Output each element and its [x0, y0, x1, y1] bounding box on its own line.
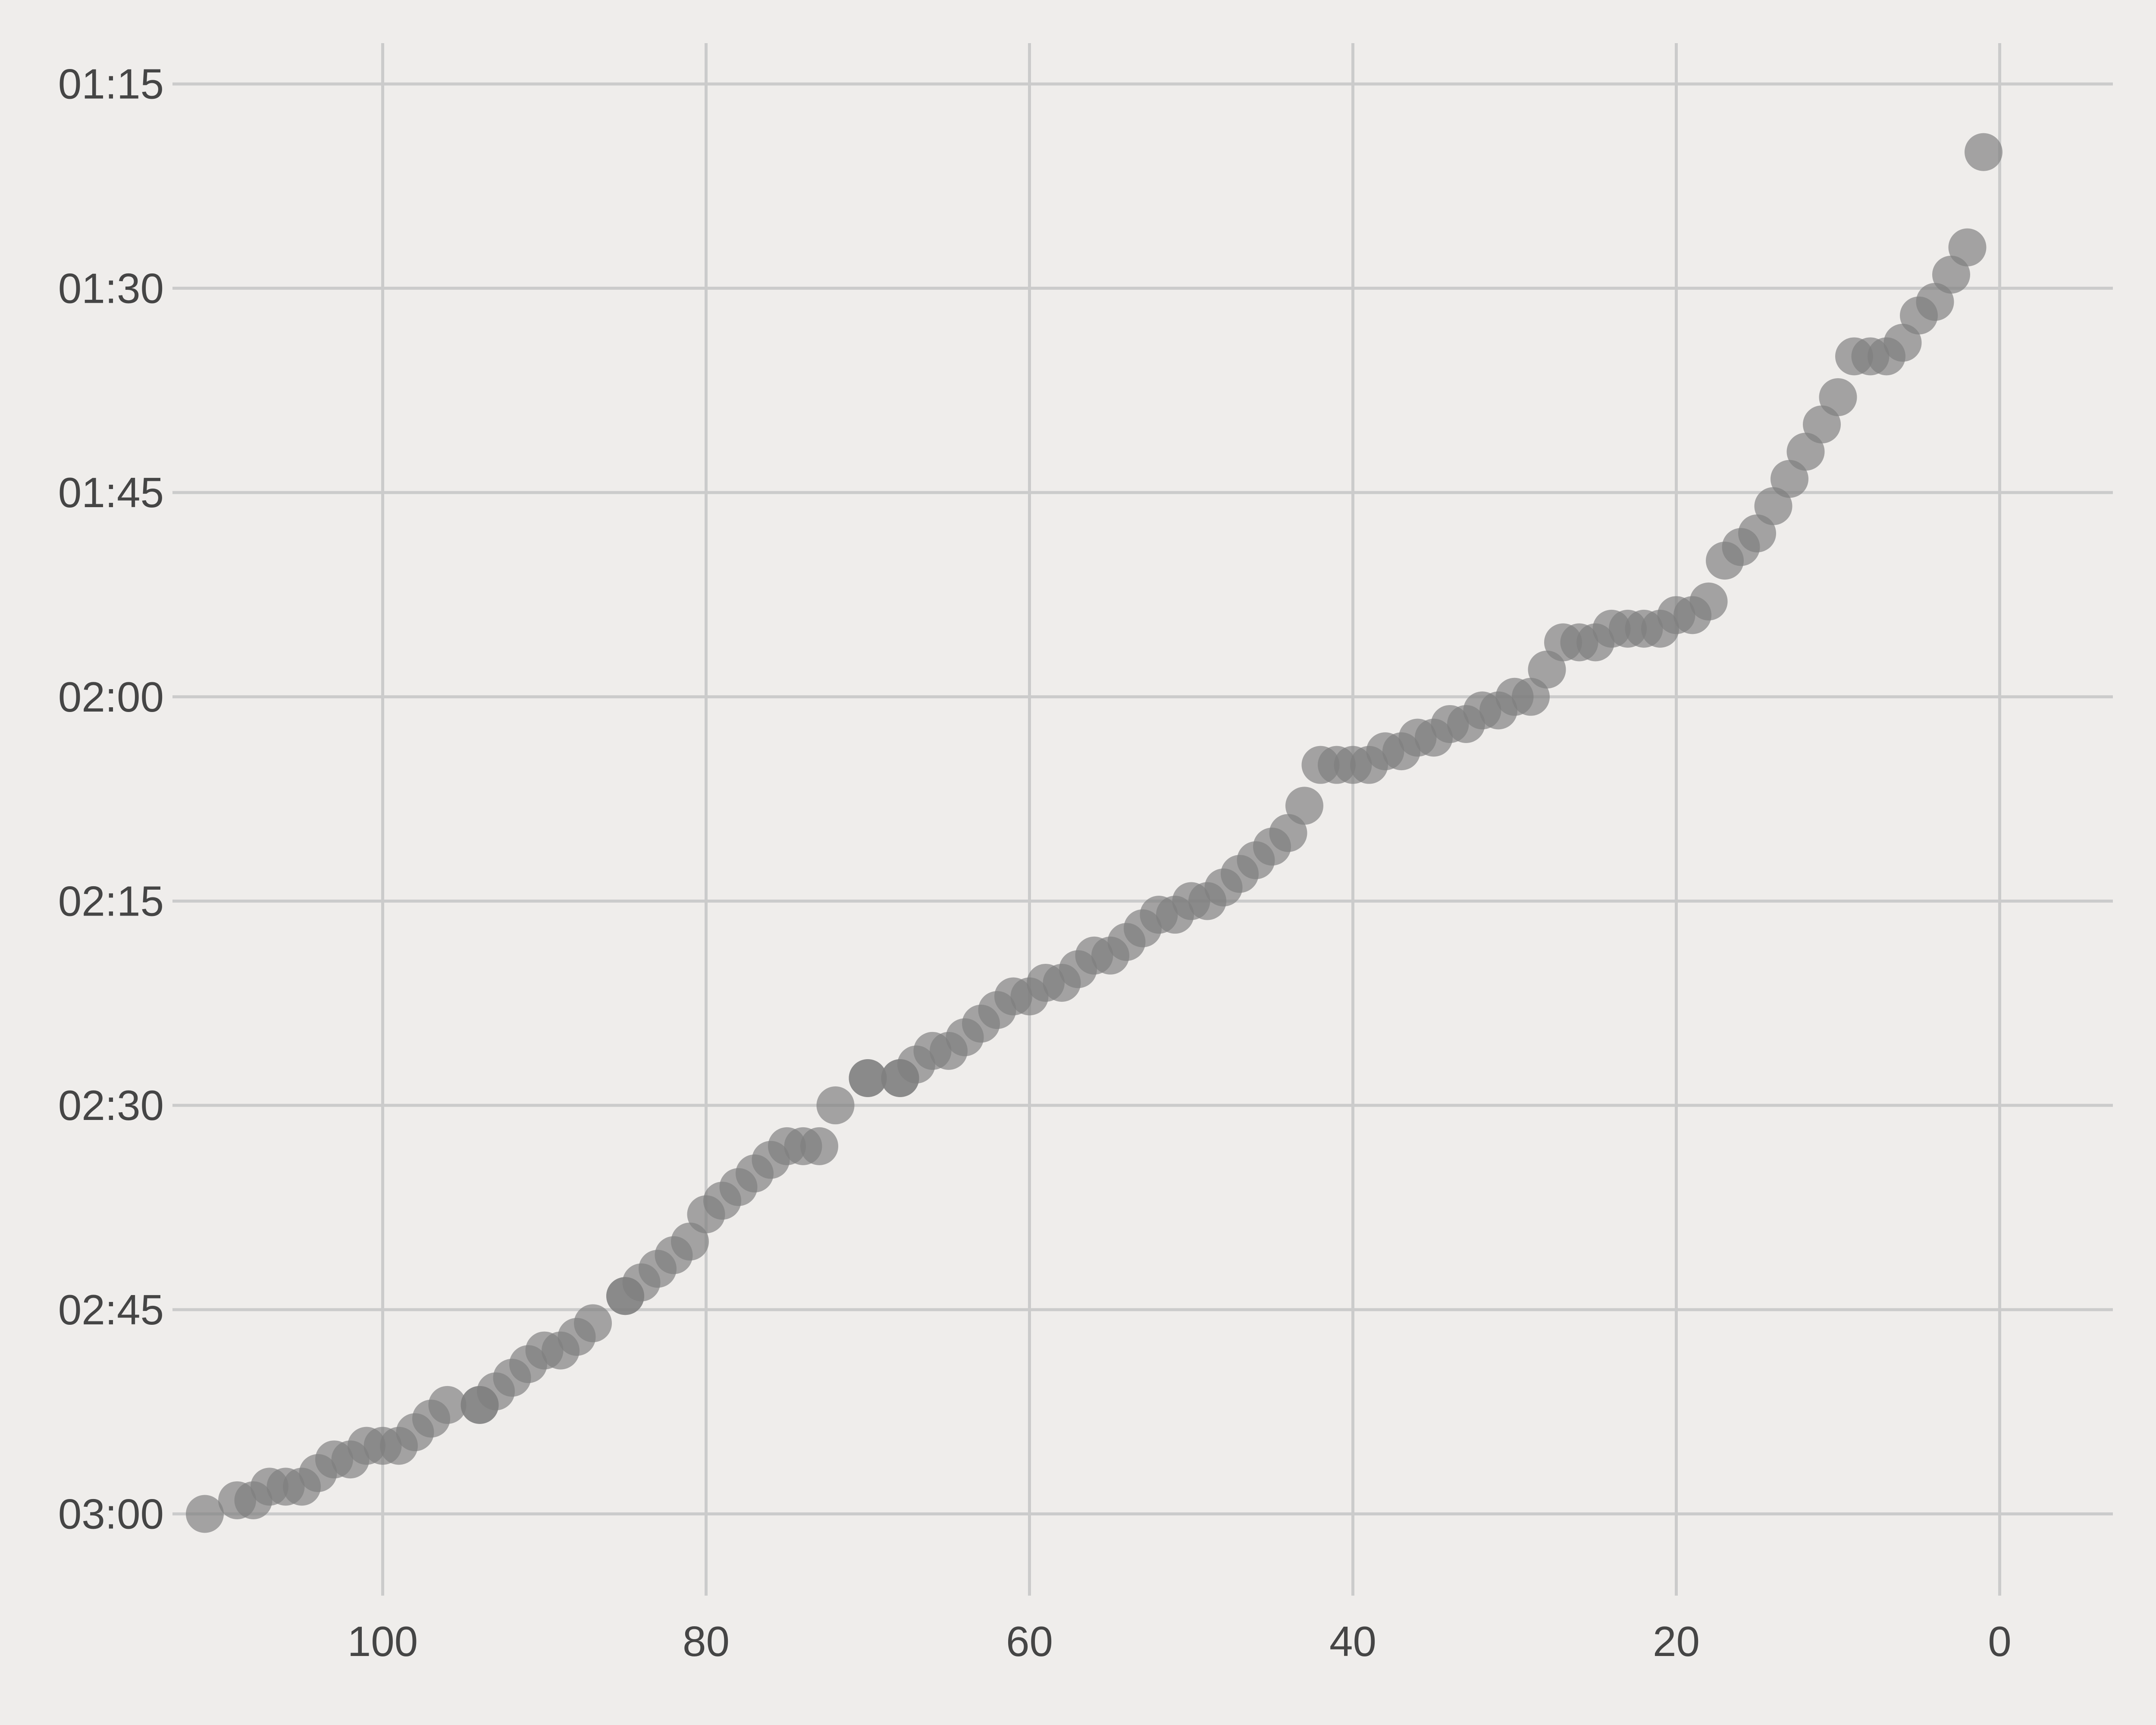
data-point	[1965, 133, 2002, 171]
data-point	[816, 1086, 855, 1125]
data-point	[428, 1386, 467, 1424]
data-point	[849, 1059, 887, 1097]
data-point	[186, 1495, 224, 1533]
points-layer	[186, 133, 2002, 1533]
data-point	[1689, 582, 1728, 621]
data-point	[1948, 228, 1987, 267]
y-tick-label: 01:15	[58, 60, 164, 108]
x-tick-label: 80	[683, 1618, 730, 1665]
x-tick-label: 60	[1006, 1618, 1053, 1665]
y-tick-label: 01:30	[58, 264, 164, 312]
x-tick-label: 0	[1988, 1618, 2012, 1665]
y-tick-label: 03:00	[58, 1490, 164, 1538]
x-tick-label: 100	[348, 1618, 418, 1665]
x-tick-label: 40	[1329, 1618, 1376, 1665]
data-point	[1285, 787, 1323, 825]
y-tick-label: 02:00	[58, 673, 164, 721]
y-tick-label: 02:45	[58, 1286, 164, 1333]
data-point	[800, 1127, 838, 1165]
data-point	[574, 1304, 612, 1342]
data-point	[1819, 378, 1857, 417]
y-tick-label: 02:15	[58, 877, 164, 925]
grid-layer	[172, 43, 2113, 1596]
x-tick-label: 20	[1653, 1618, 1700, 1665]
y-tick-label: 02:30	[58, 1082, 164, 1129]
labels-layer: 100 80 60 40 20 0 01:15 01:30 01:45 02:00 02:15 02:…	[58, 60, 2012, 1665]
y-tick-label: 01:45	[58, 469, 164, 516]
